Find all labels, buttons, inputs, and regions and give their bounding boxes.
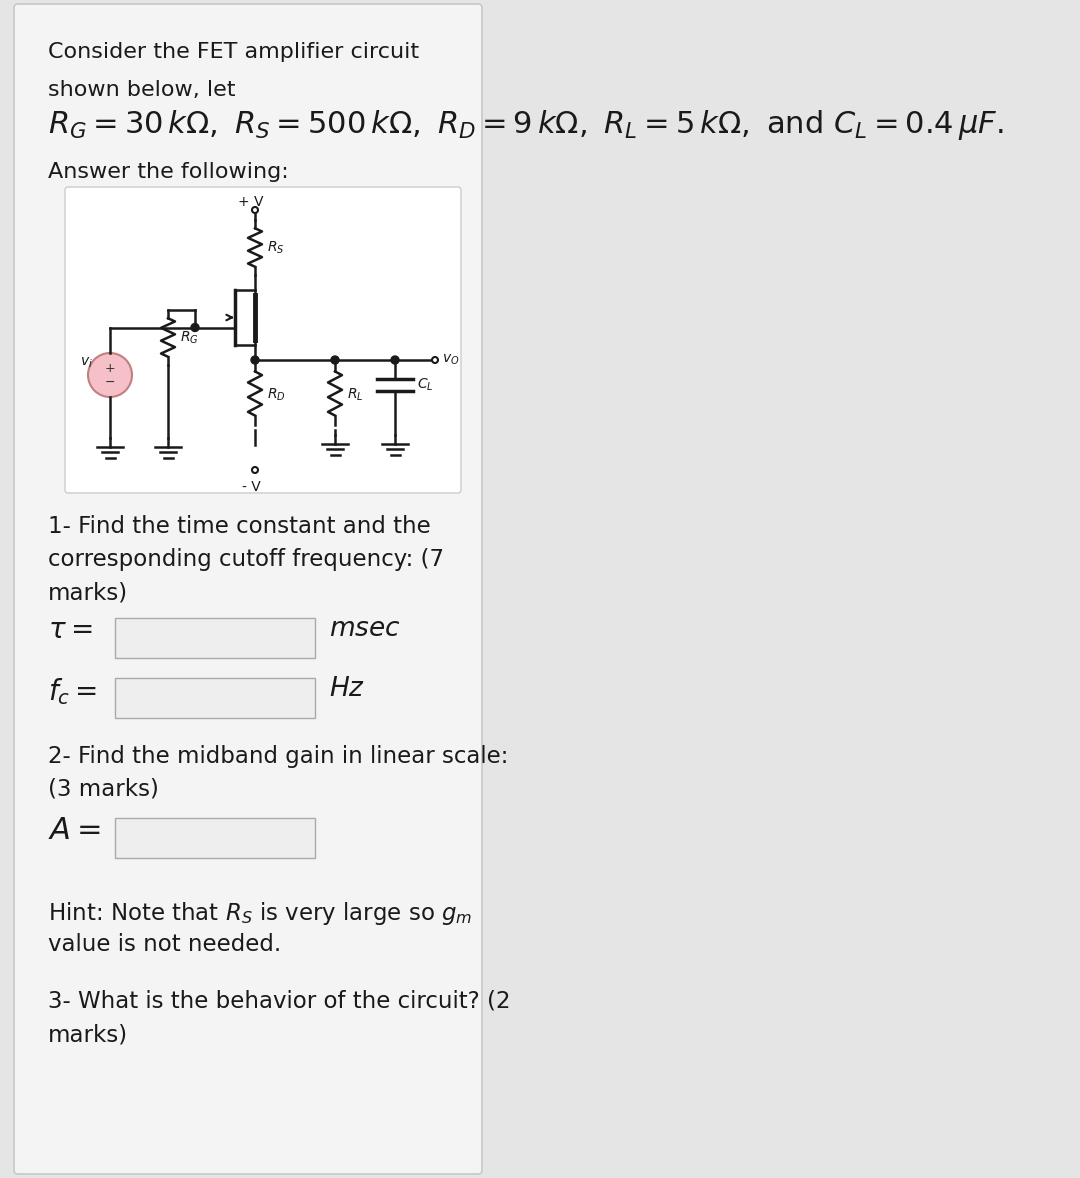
Text: $R_S$: $R_S$ xyxy=(267,239,284,256)
Circle shape xyxy=(191,324,199,331)
Text: $v_O$: $v_O$ xyxy=(442,352,459,368)
Bar xyxy=(114,679,315,719)
Text: Hint: Note that $R_S$ is very large so $g_m$: Hint: Note that $R_S$ is very large so $… xyxy=(48,900,472,927)
Text: $Hz$: $Hz$ xyxy=(329,676,365,702)
Text: 1- Find the time constant and the: 1- Find the time constant and the xyxy=(48,515,431,538)
Text: (3 marks): (3 marks) xyxy=(48,777,159,801)
Text: $C_L$: $C_L$ xyxy=(417,377,433,393)
Text: $f_c =$: $f_c =$ xyxy=(48,676,97,707)
Text: value is not needed.: value is not needed. xyxy=(48,933,281,957)
Text: + V: + V xyxy=(239,196,264,209)
FancyBboxPatch shape xyxy=(14,4,482,1174)
Text: −: − xyxy=(105,376,116,389)
Circle shape xyxy=(391,356,399,364)
Text: $R_G$: $R_G$ xyxy=(180,330,199,345)
Text: shown below, let: shown below, let xyxy=(48,80,235,100)
Text: $R_L$: $R_L$ xyxy=(347,386,364,403)
Text: $\tau =$: $\tau =$ xyxy=(48,616,93,644)
Circle shape xyxy=(251,356,259,364)
Text: - V: - V xyxy=(242,479,260,494)
Text: +: + xyxy=(105,362,116,375)
Text: $R_D$: $R_D$ xyxy=(267,386,286,403)
FancyBboxPatch shape xyxy=(65,187,461,494)
Text: $v_i$: $v_i$ xyxy=(80,356,93,370)
Text: marks): marks) xyxy=(48,581,129,604)
Circle shape xyxy=(252,466,258,474)
Circle shape xyxy=(330,356,339,364)
Text: Consider the FET amplifier circuit: Consider the FET amplifier circuit xyxy=(48,42,419,62)
Text: 2- Find the midband gain in linear scale:: 2- Find the midband gain in linear scale… xyxy=(48,744,509,768)
Text: Answer the following:: Answer the following: xyxy=(48,163,288,181)
Text: marks): marks) xyxy=(48,1023,129,1046)
Text: $R_G = 30\,k\Omega,\ R_S = 500\,k\Omega,\ R_D = 9\,k\Omega,\ R_L = 5\,k\Omega,\ : $R_G = 30\,k\Omega,\ R_S = 500\,k\Omega,… xyxy=(48,108,1003,143)
Circle shape xyxy=(432,357,438,363)
Circle shape xyxy=(252,207,258,213)
Text: corresponding cutoff frequency: (7: corresponding cutoff frequency: (7 xyxy=(48,548,444,571)
Circle shape xyxy=(87,353,132,397)
Text: $A =$: $A =$ xyxy=(48,816,100,845)
Text: 3- What is the behavior of the circuit? (2: 3- What is the behavior of the circuit? … xyxy=(48,990,511,1013)
Text: $msec$: $msec$ xyxy=(329,616,401,642)
Bar xyxy=(114,618,315,659)
Bar xyxy=(114,818,315,858)
